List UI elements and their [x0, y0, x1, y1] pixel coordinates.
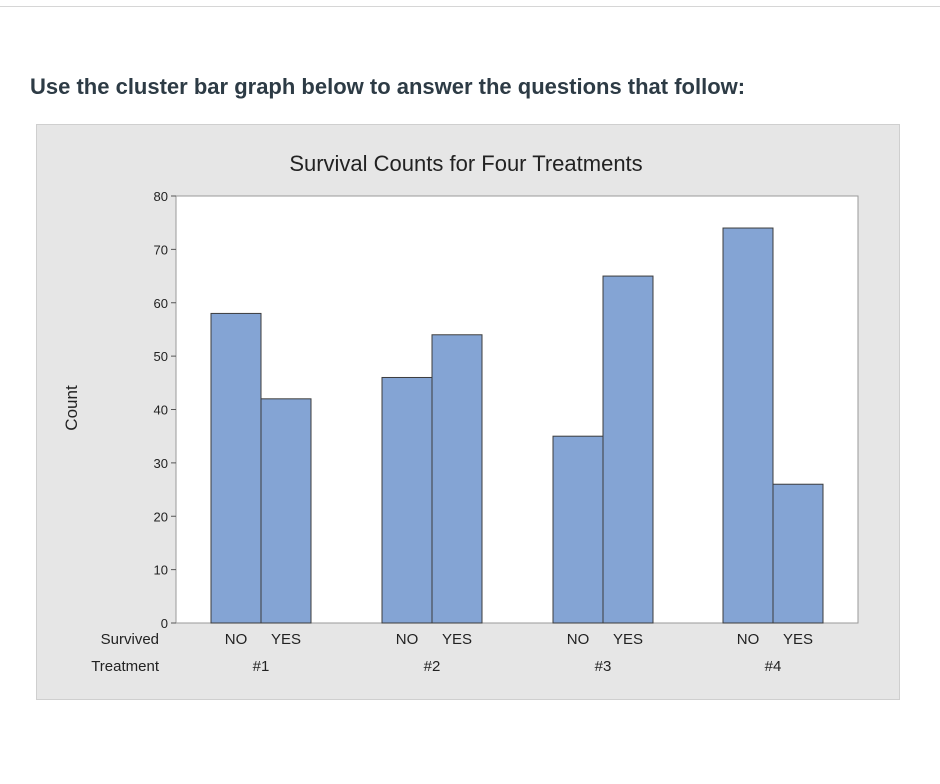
y-tick-label: 70 [154, 242, 168, 257]
survived-category-label: NO [567, 631, 590, 648]
y-tick-label: 10 [154, 563, 168, 578]
bar-t1-no [210, 312, 262, 624]
y-tick-label: 50 [154, 349, 168, 364]
row-label-survived: Survived [101, 631, 159, 648]
survived-category-label: YES [613, 631, 643, 648]
survived-category-label: YES [271, 631, 301, 648]
y-axis-label: Count [62, 385, 81, 431]
survived-category-label: NO [225, 631, 248, 648]
y-tick-label: 30 [154, 456, 168, 471]
survived-category-label: NO [737, 631, 760, 648]
chart-title: Survival Counts for Four Treatments [289, 151, 642, 176]
survived-category-label: YES [783, 631, 813, 648]
survived-category-label: YES [442, 631, 472, 648]
y-tick-label: 80 [154, 189, 168, 204]
treatment-group-label: #2 [424, 658, 441, 675]
survived-category-label: NO [396, 631, 419, 648]
question-prompt: Use the cluster bar graph below to answe… [30, 74, 746, 99]
y-tick-label: 40 [154, 403, 168, 418]
bar-t2-no [381, 376, 433, 624]
bar-t1-yes [260, 398, 312, 624]
treatment-group-label: #1 [253, 658, 270, 675]
y-tick-label: 60 [154, 296, 168, 311]
bar-t3-yes [602, 275, 654, 624]
treatment-group-label: #3 [595, 658, 612, 675]
treatment-group-label: #4 [765, 658, 782, 675]
bar-t4-yes [772, 483, 824, 624]
bar-t4-no [722, 227, 774, 624]
bar-t3-no [552, 435, 604, 624]
top-divider [0, 6, 940, 7]
row-label-treatment: Treatment [91, 658, 160, 675]
y-tick-label: 0 [161, 616, 168, 631]
y-tick-label: 20 [154, 509, 168, 524]
bar-t2-yes [431, 334, 483, 624]
